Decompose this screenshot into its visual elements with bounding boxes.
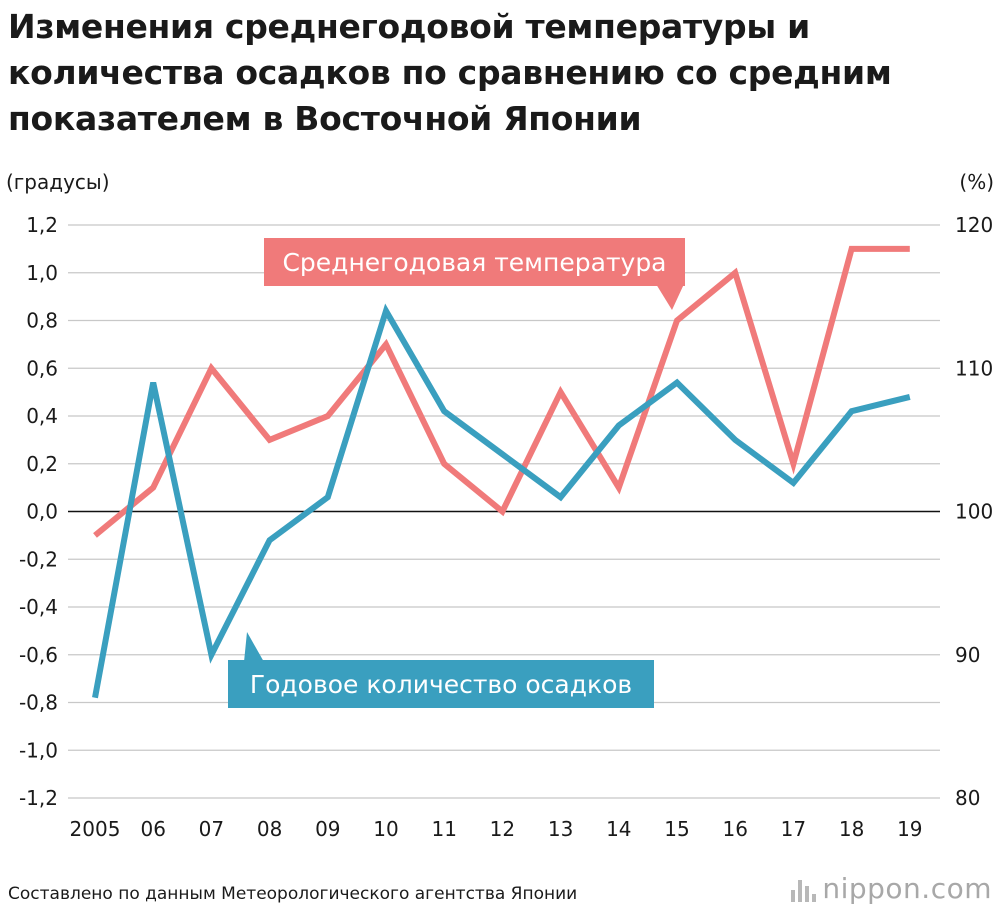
x-tick-label: 2005: [70, 817, 121, 841]
left-tick-label: 0,2: [26, 452, 58, 476]
brand-suffix: .com: [921, 872, 992, 905]
x-tick-label: 14: [606, 817, 631, 841]
precipitation-callout-pointer: [244, 632, 264, 662]
temperature-callout-pointer: [656, 284, 684, 310]
right-tick-label: 100: [955, 500, 993, 524]
left-tick-label: 0,0: [26, 500, 58, 524]
left-tick-label: 1,2: [26, 213, 58, 237]
brand-logo: nippon .com: [791, 872, 992, 905]
temperature-legend-label: Среднегодовая температура: [282, 248, 666, 277]
x-tick-label: 09: [315, 817, 340, 841]
left-tick-label: 0,6: [26, 356, 58, 380]
left-tick-label: -1,0: [19, 738, 58, 762]
left-tick-label: 0,8: [26, 309, 58, 333]
x-tick-label: 16: [722, 817, 747, 841]
precipitation-callout-box: [228, 660, 654, 708]
temperature-series-line: [93, 245, 910, 538]
left-tick-label: 1,0: [26, 261, 58, 285]
right-tick-label: 110: [955, 356, 993, 380]
nippon-logo-icon: [791, 876, 817, 902]
left-axis-unit: (градусы): [6, 170, 110, 194]
x-tick-label: 13: [548, 817, 573, 841]
x-tick-label: 11: [431, 817, 456, 841]
precipitation-legend-label: Годовое количество осадков: [250, 670, 632, 699]
x-tick-label: 17: [781, 817, 806, 841]
brand-name: nippon: [822, 872, 922, 905]
x-tick-label: 15: [664, 817, 689, 841]
x-tick-label: 18: [839, 817, 864, 841]
temperature-callout-box: [264, 238, 685, 286]
right-tick-label: 80: [955, 786, 980, 810]
left-tick-label: -0,6: [19, 643, 58, 667]
left-tick-label: 0,4: [26, 404, 58, 428]
left-tick-label: -0,4: [19, 595, 58, 619]
right-tick-label: 120: [955, 213, 993, 237]
x-tick-label: 12: [490, 817, 515, 841]
x-tick-label: 07: [199, 817, 224, 841]
left-tick-label: -0,2: [19, 547, 58, 571]
x-tick-label: 06: [140, 817, 165, 841]
right-tick-label: 90: [955, 643, 980, 667]
left-tick-label: -1,2: [19, 786, 58, 810]
x-tick-label: 08: [257, 817, 282, 841]
chart-title: Изменения среднегодовой температуры и ко…: [8, 7, 892, 138]
source-note: Составлено по данным Метеорологического …: [8, 884, 578, 904]
right-axis-unit: (%): [959, 170, 994, 194]
left-tick-label: -0,8: [19, 691, 58, 715]
precipitation-series-line: [92, 303, 911, 699]
x-tick-label: 19: [897, 817, 922, 841]
x-tick-label: 10: [373, 817, 398, 841]
